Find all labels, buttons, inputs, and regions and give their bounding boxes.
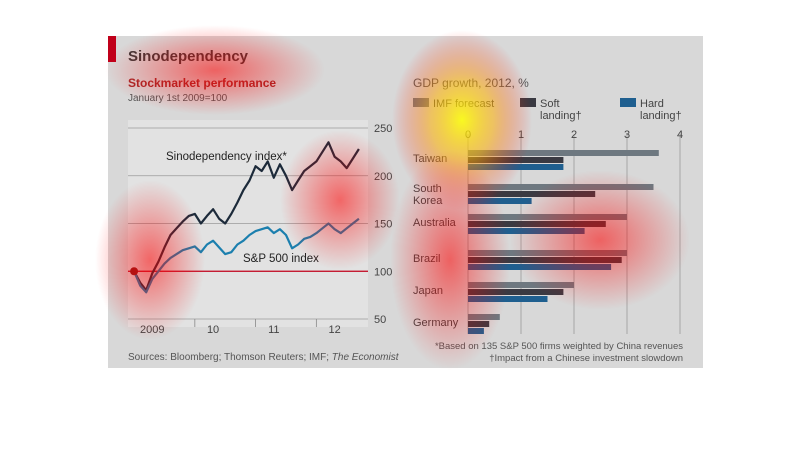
category-label: Germany	[413, 317, 459, 329]
y-tick-label: 150	[374, 219, 392, 231]
bar	[468, 221, 606, 227]
bar	[468, 150, 659, 156]
bar	[468, 191, 596, 197]
category-label: Korea	[413, 195, 443, 207]
category-label: Taiwan	[413, 153, 447, 165]
bar	[468, 296, 548, 302]
legend-label: Soft	[540, 98, 560, 110]
legend-swatch	[620, 98, 636, 107]
legend-label: landing†	[540, 110, 582, 122]
category-label: Australia	[413, 217, 457, 229]
bar	[468, 282, 574, 288]
category-label: South	[413, 183, 442, 195]
series-label: Sinodependency index*	[166, 151, 287, 163]
category-label: Brazil	[413, 253, 441, 265]
base-marker	[130, 267, 139, 276]
source-note: Sources: Bloomberg; Thomson Reuters; IMF…	[128, 352, 399, 363]
footnote-1: *Based on 135 S&P 500 firms weighted by …	[434, 341, 683, 352]
bar	[468, 257, 622, 263]
y-tick-label: 200	[374, 171, 392, 183]
bar	[468, 164, 564, 170]
bar	[468, 250, 627, 256]
y-tick-label: 100	[374, 266, 392, 278]
source-text: Sources: Bloomberg; Thomson Reuters; IMF…	[128, 352, 330, 363]
x-tick-label: 2	[571, 129, 577, 141]
chart-figure: Sinodependency Stockmarket performance J…	[108, 36, 703, 368]
x-tick-label: 11	[268, 324, 279, 336]
source-italic: The Economist	[331, 352, 399, 363]
bar	[468, 198, 532, 204]
x-tick-label: 4	[677, 129, 683, 141]
bar	[468, 157, 564, 163]
x-tick-label: 12	[328, 324, 340, 336]
x-tick-label: 3	[624, 129, 630, 141]
bar	[468, 264, 612, 270]
legend-swatch	[520, 98, 536, 107]
bar	[468, 314, 500, 320]
bar	[468, 214, 627, 220]
bar	[468, 321, 490, 327]
legend-swatch	[413, 98, 429, 107]
category-label: Japan	[413, 285, 443, 297]
bar	[468, 184, 654, 190]
x-tick-label: 2009	[140, 324, 164, 336]
bar	[468, 328, 484, 334]
y-tick-label: 250	[374, 123, 392, 135]
legend-label: IMF forecast	[433, 98, 494, 110]
legend-label: Hard	[640, 98, 664, 110]
footnote-2: †Impact from a Chinese investment slowdo…	[489, 353, 683, 364]
x-tick-label: 0	[465, 129, 471, 141]
x-tick-label: 1	[518, 129, 524, 141]
bar	[468, 289, 564, 295]
y-tick-label: 50	[374, 314, 386, 326]
series-label: S&P 500 index	[243, 253, 319, 265]
x-tick-label: 10	[207, 324, 219, 336]
legend-label: landing†	[640, 110, 682, 122]
bar	[468, 228, 585, 234]
